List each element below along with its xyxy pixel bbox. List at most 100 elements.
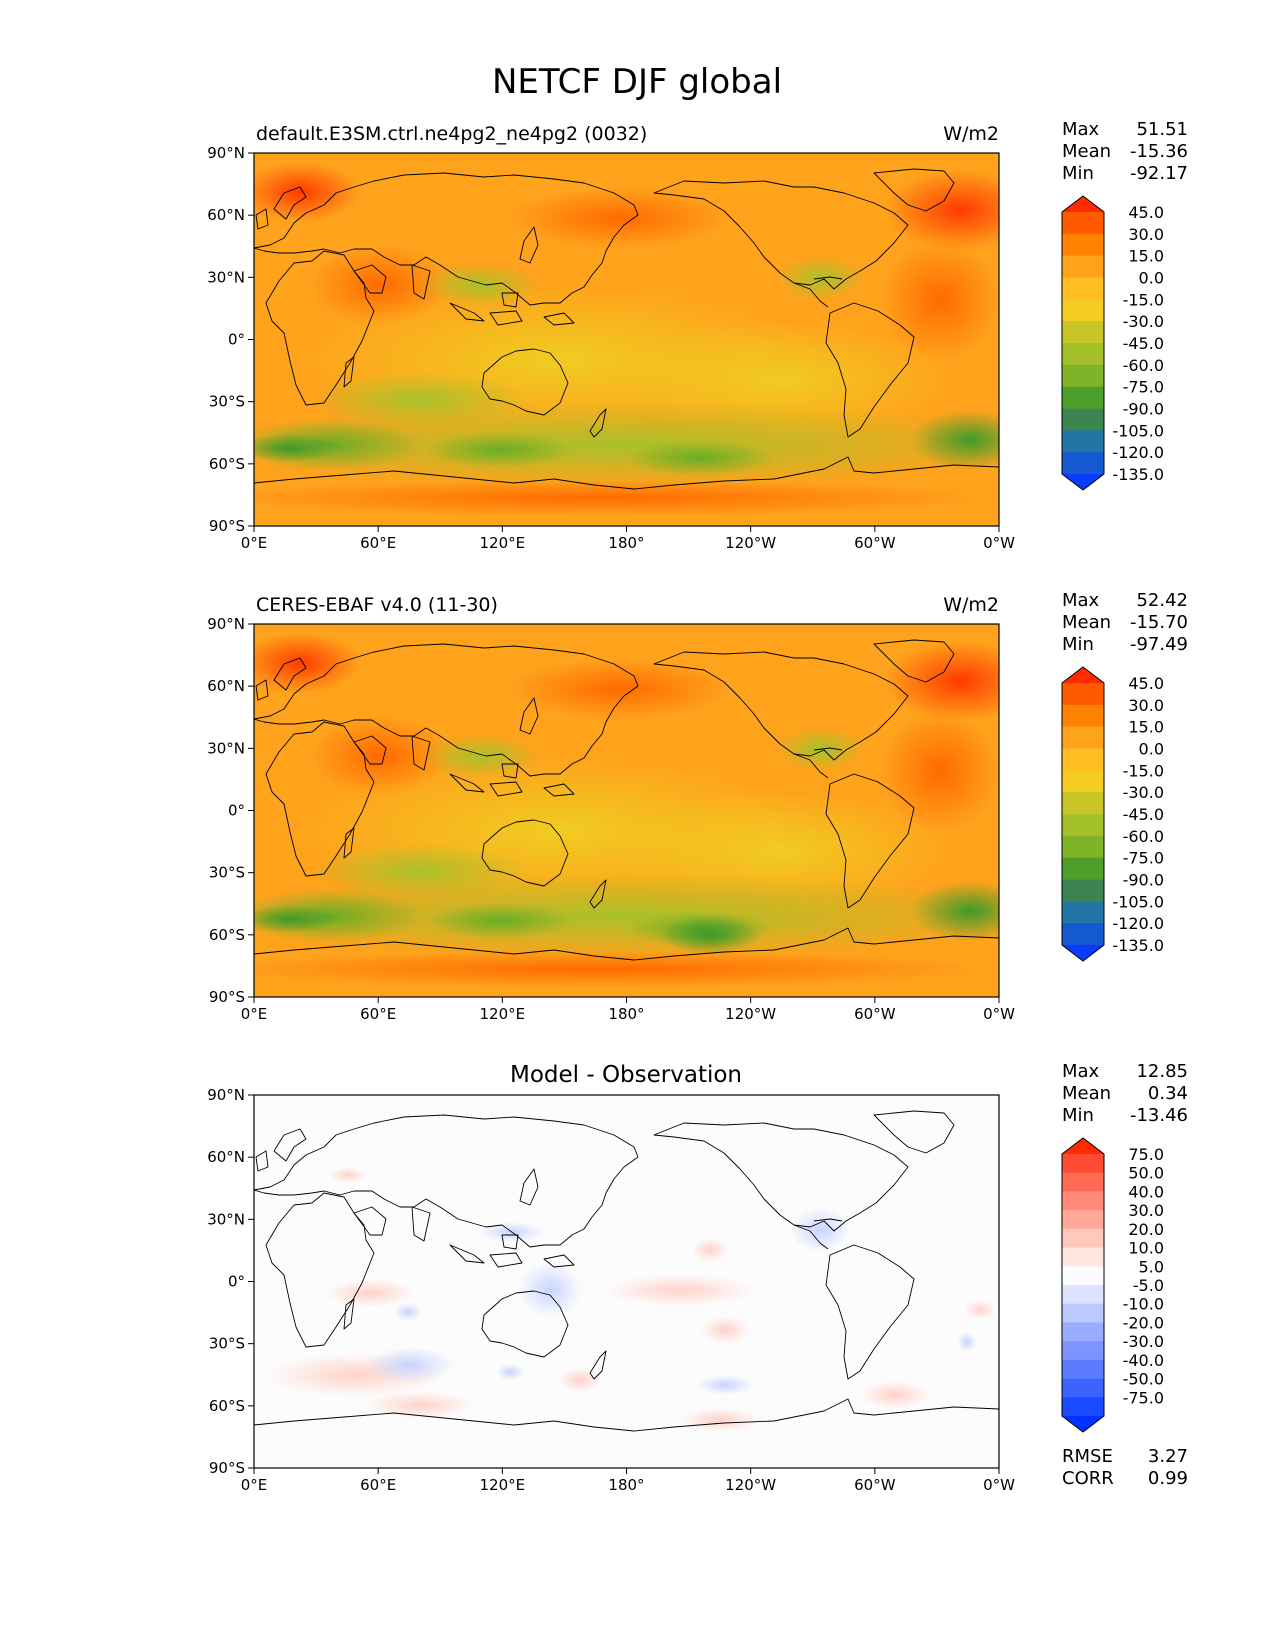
colorbar-label: 75.0 <box>1128 1145 1164 1164</box>
stat-min-value: -13.46 <box>1130 1105 1188 1126</box>
panel-difference: Model - Observation 0°E 60°E 120°E 18 <box>207 1061 1188 1494</box>
lon-tick-label: 180° <box>608 1005 644 1023</box>
figure-title: NETCF DJF global <box>492 62 782 102</box>
colorbar-segment <box>1062 212 1104 235</box>
colorbar-segment <box>1062 1378 1104 1398</box>
axis-ticks: 0°E 60°E 120°E 180° 120°W 60°W 0°W 90°N 60°N 30°N… <box>207 1086 1015 1494</box>
lon-tick-label: 0°E <box>241 534 268 552</box>
colorbar-label: -105.0 <box>1112 421 1164 440</box>
colorbar-label: 30.0 <box>1128 1201 1164 1220</box>
colorbar-segment <box>1062 901 1104 924</box>
panel-units: W/m2 <box>943 123 999 145</box>
stat-max-label: Max <box>1062 119 1100 140</box>
colorbar-label: 20.0 <box>1128 1220 1164 1239</box>
colorbar-label: 40.0 <box>1128 1182 1164 1201</box>
colorbar-extend-max <box>1062 667 1104 683</box>
panel-units: W/m2 <box>943 594 999 616</box>
lat-tick-label: 90°S <box>209 988 245 1006</box>
panel-observation: CERES-EBAF v4.0 (11-30) W/m2 0°E 60°E 120°… <box>207 590 1188 1023</box>
axis-ticks: 0°E 60°E 120°E 180° 120°W 60°W 0°W 90°N 60°N 30°N… <box>207 144 1015 552</box>
colorbar-label: -105.0 <box>1112 892 1164 911</box>
colorbar-segment <box>1062 233 1104 257</box>
colorbar-segment <box>1062 343 1104 366</box>
stats-block: Max 52.42 Mean -15.70 Min -97.49 <box>1062 590 1188 655</box>
colorbar-label: 50.0 <box>1128 1164 1164 1183</box>
colorbar-label: 5.0 <box>1139 1257 1164 1276</box>
colorbar-segment <box>1062 1303 1104 1323</box>
colorbar-label: -90.0 <box>1123 400 1164 419</box>
colorbar-segment <box>1062 792 1104 815</box>
colorbar-extend-min <box>1062 945 1104 961</box>
panel-title: CERES-EBAF v4.0 (11-30) <box>256 594 498 616</box>
stat-mean-value: -15.70 <box>1130 612 1188 633</box>
colorbar-segment <box>1062 277 1104 300</box>
colorbar-segment <box>1062 879 1104 902</box>
colorbar-segment <box>1062 814 1104 837</box>
colorbar-outline <box>1061 195 1105 491</box>
stat-max-label: Max <box>1062 1061 1100 1082</box>
lon-tick-label: 0°W <box>983 1476 1015 1494</box>
lat-tick-label: 90°N <box>207 615 245 633</box>
colorbar-label: 10.0 <box>1128 1239 1164 1258</box>
colorbar-label: -50.0 <box>1123 1370 1164 1389</box>
stat-min-label: Min <box>1062 1105 1094 1126</box>
axis-ticks: 0°E 60°E 120°E 180° 120°W 60°W 0°W 90°N 60°N 30°N… <box>207 615 1015 1023</box>
lon-tick-label: 60°E <box>360 534 396 552</box>
colorbar-segment <box>1062 704 1104 728</box>
corr-label: CORR <box>1062 1468 1114 1489</box>
lon-tick-label: 60°W <box>854 1005 896 1023</box>
lon-tick-label: 120°E <box>480 1005 526 1023</box>
colorbar-label: 0.0 <box>1139 269 1164 288</box>
lat-tick-label: 60°N <box>207 677 245 695</box>
colorbar-segment <box>1062 1228 1104 1249</box>
panel-model: default.E3SM.ctrl.ne4pg2_ne4pg2 (0032) W… <box>207 119 1188 552</box>
colorbar-segment <box>1062 299 1104 322</box>
lon-tick-label: 60°W <box>854 1476 896 1494</box>
colorbar-segment <box>1062 452 1104 475</box>
colorbar-label: -45.0 <box>1123 334 1164 353</box>
colorbar-segment <box>1062 1154 1104 1174</box>
colorbar-segment <box>1062 1285 1104 1305</box>
stat-max-value: 12.85 <box>1136 1061 1188 1082</box>
colorbar-segment <box>1062 408 1104 431</box>
lon-tick-label: 60°W <box>854 534 896 552</box>
colorbar-label: 0.0 <box>1139 740 1164 759</box>
lat-tick-label: 60°S <box>209 926 245 944</box>
map-field <box>254 624 999 997</box>
lat-tick-label: 60°S <box>209 455 245 473</box>
colorbar-label: -120.0 <box>1112 914 1164 933</box>
lat-tick-label: 0° <box>228 1273 245 1291</box>
lon-tick-label: 60°E <box>360 1476 396 1494</box>
colorbar-extend-min <box>1062 474 1104 490</box>
lon-tick-label: 120°W <box>725 1476 776 1494</box>
corr-value: 0.99 <box>1148 1468 1188 1489</box>
colorbar-label: 15.0 <box>1128 718 1164 737</box>
lon-tick-label: 60°E <box>360 1005 396 1023</box>
panel-title: default.E3SM.ctrl.ne4pg2_ne4pg2 (0032) <box>256 123 647 145</box>
colorbar-label: 30.0 <box>1128 696 1164 715</box>
lon-tick-label: 0°W <box>983 534 1015 552</box>
stat-mean-label: Mean <box>1062 141 1111 162</box>
lat-tick-label: 0° <box>228 802 245 820</box>
colorbar-label: -60.0 <box>1123 356 1164 375</box>
colorbar-segment <box>1062 321 1104 344</box>
colorbar-label: -15.0 <box>1123 290 1164 309</box>
lat-tick-label: 0° <box>228 331 245 349</box>
metrics-block: RMSE 3.27 CORR 0.99 <box>1062 1446 1188 1489</box>
stat-max-label: Max <box>1062 590 1100 611</box>
colorbar-extend-min <box>1062 1416 1104 1432</box>
colorbar-segment <box>1062 835 1104 859</box>
colorbar-label: 15.0 <box>1128 247 1164 266</box>
colorbar-label: -135.0 <box>1112 936 1164 955</box>
colorbar-label: -90.0 <box>1123 871 1164 890</box>
colorbar-segment <box>1062 430 1104 453</box>
lon-tick-label: 0°E <box>241 1476 268 1494</box>
lon-tick-label: 120°E <box>480 534 526 552</box>
colorbar-segment <box>1062 1397 1104 1417</box>
lon-tick-label: 120°E <box>480 1476 526 1494</box>
rmse-value: 3.27 <box>1148 1446 1188 1467</box>
lat-tick-label: 30°S <box>209 393 245 411</box>
colorbar-segment <box>1062 255 1104 278</box>
colorbar-segment <box>1062 1247 1104 1267</box>
